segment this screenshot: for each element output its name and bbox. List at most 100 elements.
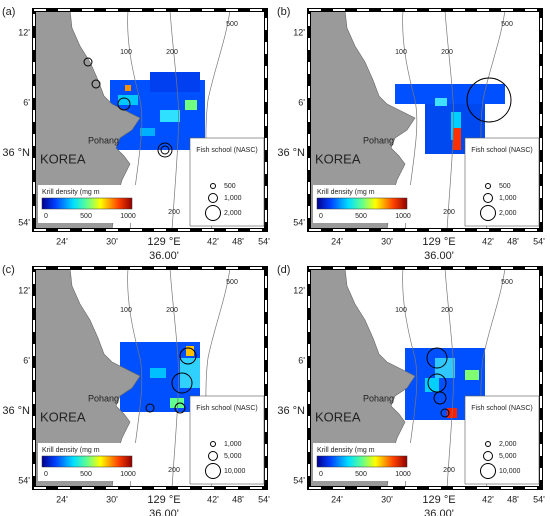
fish-legend-title: Fish school (NASC) bbox=[196, 405, 257, 412]
fish-legend-title: Fish school (NASC) bbox=[471, 147, 532, 154]
map-panel: (d)12' 6' 36 °N 54' 24' 30' 129 °E 42' 48' 54' 36.… bbox=[277, 264, 545, 516]
krill-patch bbox=[125, 85, 131, 91]
contour-label: 200 bbox=[443, 209, 455, 216]
fish-school bbox=[433, 391, 447, 405]
colorbar bbox=[316, 455, 408, 468]
fish-legend-label: 2,000 bbox=[224, 210, 242, 217]
fish-legend-circle bbox=[483, 193, 493, 203]
contour-label: 200 bbox=[441, 49, 453, 56]
fish-legend-title: Fish school (NASC) bbox=[196, 147, 257, 154]
fish-legend-box bbox=[189, 137, 265, 227]
lon-label: 48' bbox=[232, 236, 244, 246]
krill-patch bbox=[435, 98, 447, 106]
fish-legend-circle bbox=[208, 193, 218, 203]
colorbar-tick: 0 bbox=[44, 213, 48, 220]
fish-legend-circle bbox=[208, 451, 218, 461]
fish-school bbox=[426, 347, 448, 369]
panel-label: (d) bbox=[277, 264, 290, 276]
lon-label: 30' bbox=[381, 494, 393, 504]
contour-label: 100 bbox=[395, 49, 407, 56]
lat-label: 36 °N bbox=[277, 405, 305, 417]
lon-label: 42' bbox=[207, 494, 219, 504]
contour-label: 200 bbox=[441, 307, 453, 314]
fish-legend-label: 1,000 bbox=[224, 195, 242, 202]
fish-school bbox=[171, 372, 193, 394]
krill-legend-title: Krill density (mg m bbox=[317, 447, 375, 454]
fish-school bbox=[179, 347, 197, 365]
colorbar-tick: 0 bbox=[44, 471, 48, 478]
fish-legend-label: 10,000 bbox=[224, 468, 246, 475]
fish-legend-label: 2,000 bbox=[499, 210, 517, 217]
fish-school bbox=[427, 373, 447, 393]
lat-label: 12' bbox=[293, 285, 305, 295]
lon-label: 42' bbox=[482, 494, 494, 504]
depth-contour bbox=[444, 267, 454, 489]
lat-label: 36 °N bbox=[2, 147, 30, 159]
lat-label: 6' bbox=[298, 355, 305, 365]
fish-legend-box bbox=[189, 395, 265, 485]
lat-label: 12' bbox=[18, 27, 30, 37]
depth-contour bbox=[402, 267, 418, 489]
contour-label: 200 bbox=[443, 467, 455, 474]
contour-label: 100 bbox=[395, 307, 407, 314]
fish-legend-label: 500 bbox=[224, 183, 236, 190]
lat-label: 54' bbox=[293, 217, 305, 227]
krill-patch bbox=[465, 370, 479, 380]
map-panel: (c)12' 6' 36 °N 54' 24' 30' 129 °E 42' 48' 54' 36.… bbox=[2, 264, 270, 516]
contour-label: 200 bbox=[168, 209, 180, 216]
krill-patch bbox=[185, 100, 197, 110]
fish-legend-label: 500 bbox=[499, 183, 511, 190]
lat-label: 6' bbox=[23, 97, 30, 107]
contour-label: 500 bbox=[501, 279, 513, 286]
fish-legend-circle bbox=[205, 463, 221, 479]
lon-label: 129 °E bbox=[147, 236, 180, 248]
frame-dash bbox=[308, 9, 542, 231]
contour-label: 100 bbox=[120, 307, 132, 314]
contour-label: 200 bbox=[166, 307, 178, 314]
lat-label: 12' bbox=[293, 27, 305, 37]
country-label: KOREA bbox=[40, 409, 86, 424]
krill-patch bbox=[453, 128, 461, 150]
lat-label: 54' bbox=[18, 475, 30, 485]
contour-label: 500 bbox=[226, 21, 238, 28]
lat-label: 6' bbox=[298, 97, 305, 107]
fish-legend-box bbox=[464, 137, 540, 227]
lon-sublabel: 36.00' bbox=[424, 508, 454, 516]
fish-legend-circle bbox=[210, 441, 216, 447]
lon-label: 42' bbox=[207, 236, 219, 246]
lon-label: 24' bbox=[56, 494, 68, 504]
lon-label: 30' bbox=[381, 236, 393, 246]
lon-label: 129 °E bbox=[422, 236, 455, 248]
lon-label: 30' bbox=[106, 236, 118, 246]
panel-label: (b) bbox=[277, 6, 290, 18]
fish-school bbox=[145, 403, 155, 413]
krill-legend-title: Krill density (mg m bbox=[42, 189, 100, 196]
lat-label: 6' bbox=[23, 355, 30, 365]
krill-patch bbox=[160, 110, 180, 122]
lon-label: 48' bbox=[507, 236, 519, 246]
contour-label: 200 bbox=[168, 467, 180, 474]
krill-patch bbox=[150, 368, 166, 378]
fish-legend-circle bbox=[205, 205, 221, 221]
frame-dash bbox=[33, 9, 267, 231]
panel-label: (a) bbox=[2, 6, 15, 18]
lon-sublabel: 36.00' bbox=[149, 250, 179, 262]
lon-sublabel: 36.00' bbox=[149, 508, 179, 516]
lat-label: 36 °N bbox=[2, 405, 30, 417]
fish-legend-label: 5,000 bbox=[224, 453, 242, 460]
lon-label: 129 °E bbox=[422, 494, 455, 506]
lat-label: 54' bbox=[293, 475, 305, 485]
colorbar bbox=[41, 455, 133, 468]
colorbar-tick: 500 bbox=[355, 471, 367, 478]
contour-label: 500 bbox=[226, 279, 238, 286]
lon-label: 54' bbox=[533, 236, 545, 246]
lon-label: 48' bbox=[232, 494, 244, 504]
city-label: Pohang bbox=[363, 393, 394, 403]
fish-school bbox=[440, 408, 450, 418]
krill-legend-title: Krill density (mg m bbox=[317, 189, 375, 196]
colorbar-tick: 500 bbox=[80, 213, 92, 220]
contour-label: 500 bbox=[501, 21, 513, 28]
fish-legend-box bbox=[464, 395, 540, 485]
krill-patch bbox=[451, 112, 461, 140]
krill-patch bbox=[180, 358, 200, 388]
